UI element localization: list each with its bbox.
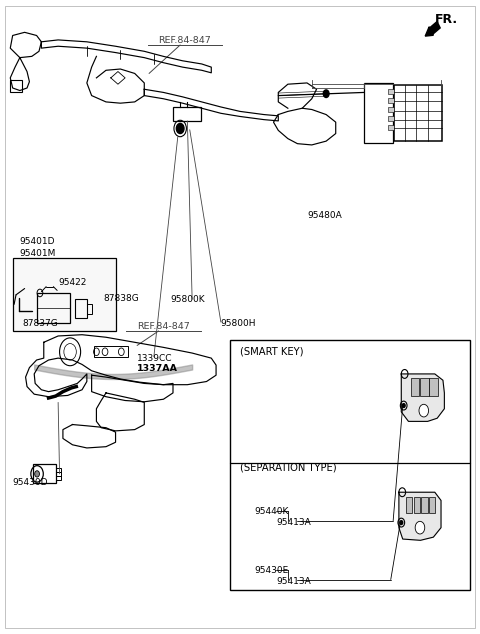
Bar [406,497,412,513]
Bar [75,299,87,318]
Text: REF.84-847: REF.84-847 [137,322,190,331]
Bar [388,89,394,94]
Text: 95422: 95422 [58,278,86,287]
Bar [12,258,116,331]
Text: 1339CC: 1339CC [137,354,173,363]
Bar [94,346,128,358]
Circle shape [402,404,405,408]
Polygon shape [399,492,441,540]
Text: 87838G: 87838G [104,294,139,302]
Text: 95401D: 95401D [20,236,55,245]
Bar [429,378,438,396]
Bar [394,86,442,141]
Text: 95430D: 95430D [12,478,48,488]
Text: 95440K: 95440K [254,507,289,515]
Circle shape [323,90,329,98]
Bar [411,378,420,396]
Circle shape [35,470,39,477]
Circle shape [400,521,403,524]
Circle shape [415,521,425,534]
Text: 95413A: 95413A [276,518,311,527]
Circle shape [419,404,429,417]
Bar [36,293,70,323]
Bar [388,116,394,121]
Text: (SMART KEY): (SMART KEY) [240,347,303,357]
Bar [388,125,394,130]
Bar [364,83,393,143]
Text: 95401M: 95401M [20,249,56,258]
Bar [33,464,56,483]
Bar [56,472,61,476]
Text: (SEPARATION TYPE): (SEPARATION TYPE) [240,463,336,472]
Bar [10,80,22,93]
Bar [388,107,394,112]
Text: 95800H: 95800H [221,319,256,328]
Text: FR.: FR. [435,13,458,27]
Bar [420,378,429,396]
Bar [56,476,61,479]
Polygon shape [401,374,444,422]
Bar [414,497,420,513]
Text: 95800K: 95800K [170,295,205,304]
Text: 87837G: 87837G [22,319,58,328]
Bar [173,107,201,121]
Bar [230,340,470,590]
Bar [56,468,61,472]
Text: 95413A: 95413A [276,577,311,586]
Text: 95480A: 95480A [307,211,342,220]
Bar [388,98,394,103]
Bar [429,497,435,513]
Circle shape [176,124,184,134]
Text: REF.84-847: REF.84-847 [158,36,211,45]
Bar [87,304,92,314]
Text: 95430E: 95430E [254,566,288,574]
Text: 1337AA: 1337AA [137,365,178,373]
FancyArrow shape [425,22,440,36]
Bar [421,497,428,513]
